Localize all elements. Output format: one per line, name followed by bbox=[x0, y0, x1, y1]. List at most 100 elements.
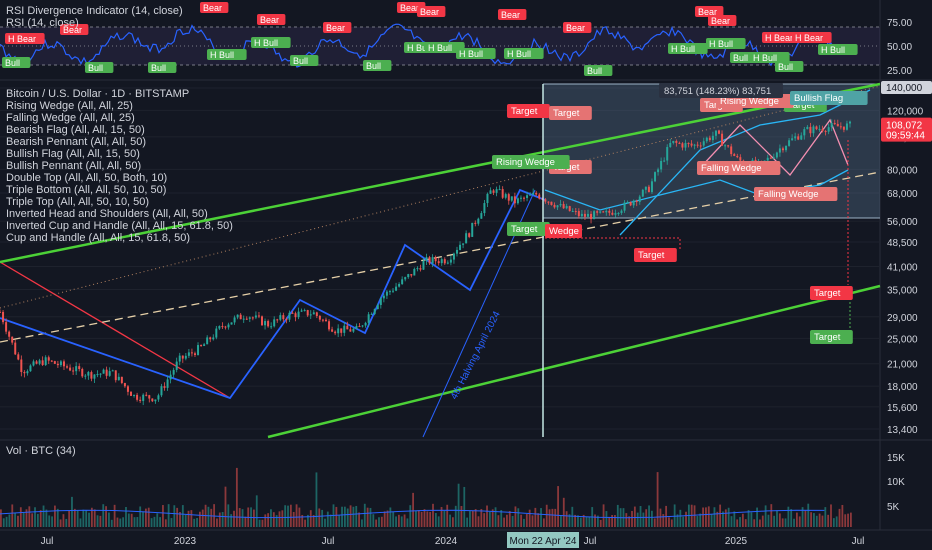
candle-body bbox=[544, 199, 547, 202]
volume-bar bbox=[730, 516, 733, 527]
rsi-indicator-title[interactable]: RSI Divergence Indicator (14, close) bbox=[6, 5, 183, 17]
indicator-item[interactable]: Falling Wedge (All, All, 25) bbox=[6, 112, 135, 124]
candle-body bbox=[803, 129, 806, 136]
candle-body bbox=[684, 142, 687, 148]
volume-bar bbox=[574, 514, 577, 527]
volume-tick-label: 10K bbox=[887, 477, 905, 488]
indicator-item[interactable]: Inverted Head and Shoulders (All, All, 5… bbox=[6, 208, 208, 220]
volume-bar bbox=[378, 517, 380, 527]
pattern-label: Rising Wedge bbox=[496, 157, 555, 168]
candle-body bbox=[586, 213, 589, 217]
pattern-label: Wedge bbox=[549, 226, 579, 237]
rsi-indicator-subtitle[interactable]: RSI (14, close) bbox=[6, 17, 79, 29]
rsi-divergence-tag bbox=[323, 22, 352, 33]
price-axis[interactable]: 140,000120,000100,00080,00068,00056,0004… bbox=[881, 18, 932, 513]
pattern-label: Target bbox=[814, 288, 841, 299]
volume-bar bbox=[68, 510, 71, 527]
volume-bar bbox=[17, 515, 19, 527]
volume-bar bbox=[11, 504, 14, 527]
volume-bar bbox=[321, 509, 324, 527]
price-tick-label: 41,000 bbox=[887, 262, 918, 273]
candle-body bbox=[821, 128, 824, 132]
candle-body bbox=[72, 370, 75, 372]
candle-body bbox=[236, 314, 239, 318]
indicator-item[interactable]: Bullish Flag (All, All, 15, 50) bbox=[6, 148, 140, 160]
indicator-item[interactable]: Bearish Flag (All, All, 15, 50) bbox=[6, 124, 145, 136]
volume-bar bbox=[477, 516, 480, 527]
candle-body bbox=[388, 291, 391, 293]
indicator-item[interactable]: Bearish Pennant (All, All, 50) bbox=[6, 136, 147, 148]
rsi-divergence-label: Bull bbox=[778, 62, 793, 72]
volume-bar bbox=[34, 507, 36, 527]
candle-body bbox=[535, 192, 538, 195]
volume-bar bbox=[724, 509, 727, 527]
volume-bar bbox=[224, 486, 227, 527]
candle-body bbox=[154, 399, 157, 402]
volume-bar bbox=[82, 509, 85, 527]
candle-body bbox=[778, 148, 781, 153]
indicator-item[interactable]: Double Top (All, All, 50, Both, 10) bbox=[6, 172, 168, 184]
volume-bar bbox=[403, 514, 406, 527]
volume-bar bbox=[707, 506, 710, 527]
candle-body bbox=[401, 279, 404, 285]
volume-bar bbox=[261, 519, 264, 527]
price-pane: 4th Halving April 2024 Target TargetTarge… bbox=[0, 82, 881, 439]
candle-body bbox=[477, 218, 480, 224]
candle-body bbox=[660, 160, 663, 170]
candle-body bbox=[772, 157, 775, 159]
descending-trendline bbox=[0, 261, 231, 399]
indicator-item[interactable]: Inverted Cup and Handle (All, All, 15, 6… bbox=[6, 220, 233, 232]
candle-body bbox=[203, 344, 206, 346]
candle-body bbox=[245, 318, 248, 320]
symbol-title[interactable]: Bitcoin / U.S. Dollar · 1D · BITSTAMP bbox=[6, 88, 190, 100]
volume-bar bbox=[25, 509, 28, 527]
volume-bar bbox=[150, 518, 153, 527]
volume-bar bbox=[676, 514, 679, 527]
price-tick-label: 21,000 bbox=[887, 360, 918, 371]
time-axis[interactable]: Jul 2023 Jul 2024 Jul 2025 Jul Mon 22 Apr '24 bbox=[41, 532, 865, 548]
volume-bar bbox=[375, 519, 378, 527]
candle-body bbox=[836, 123, 839, 127]
volume-bar bbox=[96, 515, 99, 527]
volume-bar bbox=[605, 511, 608, 527]
candle-body bbox=[193, 353, 196, 355]
indicator-item[interactable]: Rising Wedge (All, All, 25) bbox=[6, 100, 133, 112]
indicator-item[interactable]: Cup and Handle (All, All, 15, 61.8, 50) bbox=[6, 232, 191, 244]
channel-mid-dashed-line bbox=[0, 171, 881, 343]
candle-body bbox=[123, 383, 126, 387]
volume-bar bbox=[787, 506, 790, 527]
volume-bar bbox=[156, 513, 159, 527]
rsi-divergence-label: H Bull bbox=[407, 43, 431, 53]
candle-body bbox=[254, 315, 257, 318]
volume-bar bbox=[434, 513, 437, 527]
indicator-item[interactable]: Triple Top (All, All, 50, 10, 50) bbox=[6, 196, 150, 208]
volume-bar bbox=[838, 508, 841, 527]
candle-body bbox=[276, 319, 279, 321]
volume-bar bbox=[318, 508, 321, 527]
volume-bar bbox=[582, 514, 585, 527]
candle-body bbox=[812, 126, 815, 134]
volume-title[interactable]: Vol · BTC (34) bbox=[6, 445, 76, 457]
volume-bar bbox=[287, 505, 289, 527]
volume-bar bbox=[56, 508, 59, 527]
indicator-item[interactable]: Bullish Pennant (All, All, 50) bbox=[6, 160, 142, 172]
candle-body bbox=[126, 386, 129, 392]
candle-body bbox=[163, 386, 166, 388]
volume-bar bbox=[753, 519, 756, 527]
candle-body bbox=[69, 367, 72, 371]
candle-body bbox=[395, 286, 398, 291]
indicator-item[interactable]: Triple Bottom (All, All, 50, 10, 50) bbox=[6, 184, 167, 196]
candle-body bbox=[510, 196, 513, 201]
candle-body bbox=[291, 312, 294, 314]
volume-bar bbox=[614, 515, 616, 527]
volume-bar bbox=[494, 507, 497, 527]
volume-bar bbox=[176, 507, 179, 527]
volume-bar bbox=[483, 513, 486, 527]
volume-bar bbox=[36, 513, 39, 527]
candle-body bbox=[538, 194, 541, 199]
rsi-divergence-label: H Bear bbox=[795, 33, 823, 43]
volume-bar bbox=[241, 509, 244, 527]
volume-bar bbox=[722, 511, 724, 527]
candle-body bbox=[50, 360, 53, 362]
